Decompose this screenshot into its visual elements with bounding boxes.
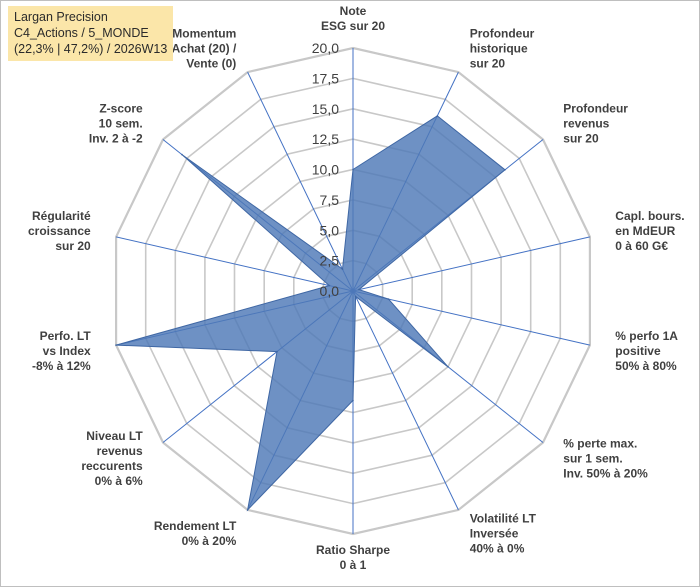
axis-label-4-line-3: 0 à 60 G€: [615, 239, 668, 253]
data-point-12: [328, 284, 331, 287]
axis-label-3-line-2: revenus: [563, 116, 609, 130]
axis-label-11-line-3: -8% à 12%: [32, 359, 91, 373]
axis-label-11-line-2: vs Index: [43, 344, 91, 358]
axis-label-10-line-3: reccurents: [81, 459, 143, 473]
data-point-5: [387, 298, 390, 300]
axis-label-11: Perfo. LT vs Index -8% à 12%: [32, 329, 91, 373]
axis-label-5-line-3: 50% à 80%: [615, 359, 677, 373]
axis-label-12-line-1: Régularité: [32, 209, 91, 223]
tick-label-1: 2,5: [320, 253, 340, 269]
axis-label-7-line-2: Inversée: [470, 526, 519, 540]
axis-label-6: % perte max. sur 1 sem. Inv. 50% à 20%: [563, 437, 648, 481]
spoke-12: [115, 236, 354, 292]
axis-label-2-line-2: historique: [470, 42, 528, 56]
axis-label-7: Volatilité LT Inversée 40% à 0%: [470, 511, 537, 555]
axis-label-14-line-1: Momentum: [172, 27, 236, 41]
axis-label-9-line-1: Rendement LT: [154, 519, 237, 533]
axis-label-2-line-3: sur 20: [470, 57, 506, 71]
spoke-14: [247, 71, 354, 292]
data-point-13: [181, 153, 183, 156]
data-point-3: [504, 169, 506, 171]
axis-label-10-line-2: revenus: [97, 444, 143, 458]
axis-label-6-line-3: Inv. 50% à 20%: [563, 467, 648, 481]
radar-series: [115, 115, 506, 512]
tick-label-4: 10,0: [312, 162, 339, 178]
axis-label-8-line-2: 0 à 1: [340, 558, 367, 572]
tick-label-8: 20,0: [312, 40, 339, 56]
axis-label-13-line-2: 10 sem.: [99, 116, 143, 130]
data-point-1: [352, 168, 354, 171]
axis-label-10-line-4: 0% à 6%: [95, 474, 143, 488]
axis-label-5-line-1: % perfo 1A: [615, 329, 678, 343]
tick-label-0: 0,0: [320, 283, 340, 299]
axis-label-4-line-2: en MdEUR: [615, 224, 675, 238]
data-point-14: [341, 268, 344, 270]
data-point-4: [358, 288, 360, 291]
axis-label-13-line-1: Z-score: [99, 101, 143, 115]
chart-header-tag: Largan Precision C4_Actions / 5_MONDE (2…: [8, 6, 174, 61]
axis-label-8: Ratio Sharpe 0 à 1: [316, 543, 390, 572]
axis-label-7-line-1: Volatilité LT: [470, 511, 537, 525]
axis-label-3: Profondeur revenus sur 20: [563, 101, 628, 145]
header-line-3: (22,3% | 47,2%) / 2026W13: [14, 42, 168, 56]
tick-label-3: 7,5: [320, 192, 340, 208]
axis-label-9: Rendement LT 0% à 20%: [154, 519, 237, 548]
axis-label-10: Niveau LT revenus reccurents 0% à 6%: [81, 429, 143, 488]
axis-label-6-line-2: sur 1 sem.: [563, 452, 622, 466]
data-point-9: [246, 509, 249, 511]
header-line-2: C4_Actions / 5_MONDE: [14, 26, 149, 40]
axis-label-12: Régularité croissance sur 20: [28, 209, 91, 253]
axis-label-13: Z-score 10 sem. Inv. 2 à -2: [89, 101, 143, 145]
data-point-7: [354, 295, 357, 298]
data-point-8: [352, 399, 354, 402]
axis-label-12-line-3: sur 20: [55, 239, 91, 253]
data-point-10: [276, 350, 278, 353]
axis-label-2-line-1: Profondeur: [470, 27, 535, 41]
axis-label-12-line-2: croissance: [28, 224, 91, 238]
axis-label-1-line-2: ESG sur 20: [321, 19, 385, 33]
spoke-7: [352, 290, 459, 511]
axis-label-1: Note ESG sur 20: [321, 4, 385, 33]
axis-label-9-line-2: 0% à 20%: [182, 534, 237, 548]
axis-label-10-line-1: Niveau LT: [86, 429, 143, 443]
header-line-1: Largan Precision: [14, 10, 108, 24]
axis-label-8-line-1: Ratio Sharpe: [316, 543, 390, 557]
data-point-6: [447, 366, 449, 368]
axis-label-4-line-1: Capl. bours.: [615, 209, 684, 223]
axis-label-3-line-3: sur 20: [563, 131, 599, 145]
data-point-11: [115, 344, 117, 346]
axis-label-5: % perfo 1A positive 50% à 80%: [615, 329, 678, 373]
axis-label-7-line-3: 40% à 0%: [470, 541, 525, 555]
axis-label-2: Profondeur historique sur 20: [470, 27, 535, 71]
spoke-4: [352, 236, 591, 292]
axis-label-5-line-2: positive: [615, 344, 661, 358]
axis-label-11-line-1: Perfo. LT: [40, 329, 92, 343]
data-point-2: [436, 115, 439, 117]
axis-label-14-line-3: Vente (0): [186, 57, 236, 71]
axis-label-1-line-1: Note: [340, 4, 367, 18]
tick-label-6: 15,0: [312, 101, 339, 117]
axis-label-3-line-1: Profondeur: [563, 101, 628, 115]
axis-label-4: Capl. bours. en MdEUR 0 à 60 G€: [615, 209, 684, 253]
axis-label-13-line-3: Inv. 2 à -2: [89, 131, 143, 145]
radar-tick-labels: 0,0 2,5 5,0 7,5 10,0 12,5 15,0 17,5 20,0: [312, 40, 339, 299]
axis-label-14: Momentum Achat (20) / Vente (0): [172, 27, 237, 71]
axis-label-14-line-2: Achat (20) /: [172, 42, 237, 56]
spoke-5: [352, 290, 591, 346]
tick-label-2: 5,0: [320, 222, 340, 238]
tick-label-7: 17,5: [312, 70, 339, 86]
tick-label-5: 12,5: [312, 131, 339, 147]
axis-label-6-line-1: % perte max.: [563, 437, 637, 451]
